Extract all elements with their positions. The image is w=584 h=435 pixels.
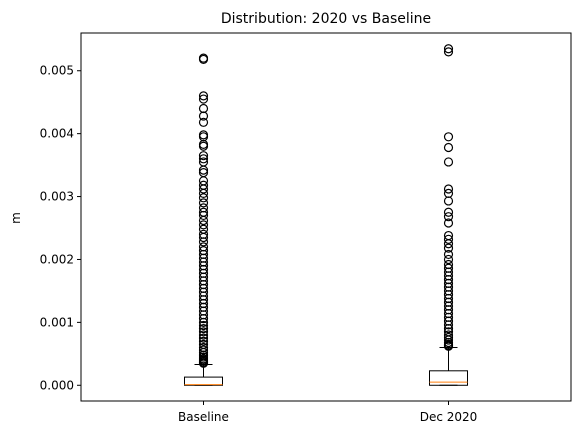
- outlier-point-dec-2020: [443, 184, 454, 194]
- outlier-point-dec-2020: [443, 47, 454, 57]
- outlier-point-dec-2020: [443, 218, 454, 228]
- outlier-point-dec-2020: [443, 212, 454, 222]
- x-tick-label: Dec 2020: [420, 410, 478, 424]
- outlier-point-dec-2020: [443, 157, 454, 167]
- outlier-point-dec-2020: [443, 207, 454, 217]
- outlier-point-baseline: [198, 210, 209, 221]
- outlier-point-baseline: [198, 111, 209, 121]
- x-tick-label: Baseline: [178, 410, 229, 424]
- outlier-point-baseline: [198, 198, 209, 208]
- outlier-point-baseline: [198, 141, 209, 151]
- outlier-point-baseline: [198, 220, 209, 230]
- outlier-point-dec-2020: [443, 142, 454, 153]
- y-tick-label: 0.000: [40, 378, 74, 392]
- outlier-point-dec-2020: [443, 196, 454, 206]
- plot-frame: [80, 32, 572, 402]
- outlier-point-dec-2020: [443, 324, 454, 334]
- y-tick-label: 0.002: [40, 252, 74, 266]
- outlier-point-baseline: [198, 165, 209, 175]
- outlier-point-baseline: [198, 139, 209, 149]
- outlier-point-baseline: [198, 358, 209, 368]
- outlier-point-dec-2020: [443, 243, 454, 253]
- y-tick-label: 0.003: [40, 190, 74, 204]
- outlier-point-baseline: [198, 193, 209, 203]
- outlier-point-dec-2020: [443, 341, 454, 351]
- chart-title: Distribution: 2020 vs Baseline: [221, 11, 431, 27]
- plot-area: 0.000 0.001 0.002 0.003 0.004 0.005 Baseline De…: [40, 44, 478, 424]
- outlier-point-baseline: [198, 154, 209, 164]
- outlier-point-dec-2020: [443, 132, 454, 142]
- outlier-point-baseline: [198, 132, 209, 142]
- outlier-point-baseline: [198, 91, 209, 101]
- outlier-point-baseline: [198, 94, 209, 104]
- outlier-point-baseline: [198, 317, 209, 327]
- outlier-point-baseline: [198, 336, 209, 346]
- outlier-point-dec-2020: [443, 320, 454, 330]
- outlier-point-baseline: [198, 130, 209, 140]
- outlier-point-baseline: [198, 215, 209, 226]
- y-tick-label: 0.001: [40, 315, 74, 329]
- outlier-point-baseline: [198, 188, 209, 199]
- box-dec-2020: [429, 370, 468, 386]
- outlier-point-baseline: [198, 237, 209, 247]
- outlier-point-baseline: [198, 330, 209, 340]
- y-tick-label: 0.005: [40, 64, 74, 78]
- outlier-point-baseline: [198, 151, 209, 161]
- outlier-point-baseline: [198, 320, 209, 331]
- y-axis-label: m: [9, 212, 23, 224]
- outlier-point-baseline: [198, 184, 209, 194]
- outlier-point-dec-2020: [443, 239, 454, 249]
- outlier-point-baseline: [198, 327, 209, 337]
- outlier-point-dec-2020: [443, 254, 454, 265]
- outlier-point-baseline: [198, 117, 209, 127]
- y-tick-label: 0.004: [40, 127, 74, 141]
- outlier-point-dec-2020: [443, 234, 454, 244]
- box-baseline: [184, 376, 223, 386]
- outlier-point-dec-2020: [443, 249, 454, 260]
- outlier-point-baseline: [198, 333, 209, 343]
- outlier-point-baseline: [198, 54, 209, 65]
- outlier-point-baseline: [198, 313, 209, 324]
- outlier-point-baseline: [198, 232, 209, 243]
- outlier-point-dec-2020: [443, 44, 454, 54]
- outlier-point-dec-2020: [443, 335, 454, 345]
- outlier-point-baseline: [198, 324, 209, 334]
- outlier-point-baseline: [198, 103, 209, 114]
- outlier-point-baseline: [198, 345, 209, 355]
